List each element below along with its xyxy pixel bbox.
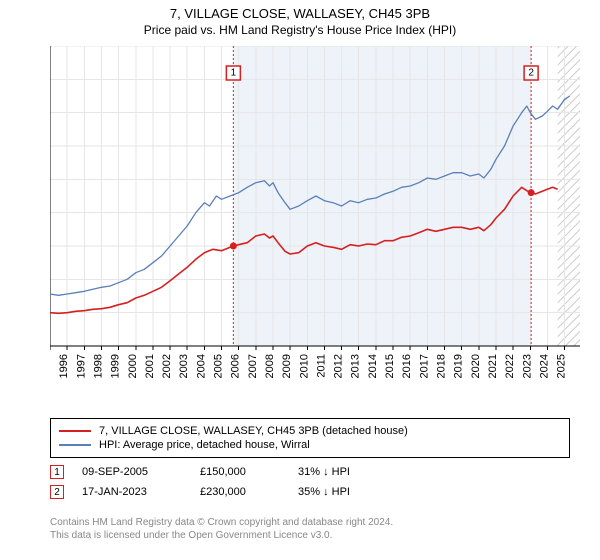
svg-text:2000: 2000 bbox=[127, 354, 139, 378]
svg-text:2002: 2002 bbox=[161, 354, 173, 378]
svg-text:1: 1 bbox=[231, 68, 237, 79]
svg-text:2003: 2003 bbox=[178, 354, 190, 378]
svg-text:2: 2 bbox=[528, 68, 534, 79]
sale-date: 17-JAN-2023 bbox=[82, 486, 182, 498]
svg-text:2020: 2020 bbox=[470, 354, 482, 378]
svg-text:1995: 1995 bbox=[50, 354, 53, 378]
footer-line2: This data is licensed under the Open Gov… bbox=[50, 529, 570, 542]
sale-price: £230,000 bbox=[200, 486, 280, 498]
sale-price: £150,000 bbox=[200, 466, 280, 478]
svg-text:2014: 2014 bbox=[367, 354, 379, 378]
svg-text:2015: 2015 bbox=[384, 354, 396, 378]
svg-text:2013: 2013 bbox=[350, 354, 362, 378]
sale-row: 1 09-SEP-2005 £150,000 31% ↓ HPI bbox=[50, 462, 570, 482]
svg-text:2005: 2005 bbox=[213, 354, 225, 378]
svg-text:2001: 2001 bbox=[144, 354, 156, 378]
svg-text:2018: 2018 bbox=[435, 354, 447, 378]
legend-swatch bbox=[59, 430, 91, 432]
svg-text:2017: 2017 bbox=[418, 354, 430, 378]
legend: 7, VILLAGE CLOSE, WALLASEY, CH45 3PB (de… bbox=[50, 418, 570, 458]
legend-swatch bbox=[59, 444, 91, 446]
svg-text:2023: 2023 bbox=[521, 354, 533, 378]
svg-text:2012: 2012 bbox=[333, 354, 345, 378]
chart-plot: £0£50K£100K£150K£200K£250K£300K£350K£400… bbox=[50, 46, 580, 376]
sale-diff: 35% ↓ HPI bbox=[298, 486, 398, 498]
svg-text:1998: 1998 bbox=[92, 354, 104, 378]
legend-item: 7, VILLAGE CLOSE, WALLASEY, CH45 3PB (de… bbox=[59, 424, 561, 438]
svg-text:2004: 2004 bbox=[195, 354, 207, 378]
svg-text:2010: 2010 bbox=[298, 354, 310, 378]
footer-attribution: Contains HM Land Registry data © Crown c… bbox=[50, 516, 570, 542]
legend-label: 7, VILLAGE CLOSE, WALLASEY, CH45 3PB (de… bbox=[99, 425, 408, 437]
chart-subtitle: Price paid vs. HM Land Registry's House … bbox=[0, 21, 600, 43]
svg-text:1997: 1997 bbox=[75, 354, 87, 378]
svg-text:2008: 2008 bbox=[264, 354, 276, 378]
footer-line1: Contains HM Land Registry data © Crown c… bbox=[50, 516, 570, 529]
sale-date: 09-SEP-2005 bbox=[82, 466, 182, 478]
svg-text:1999: 1999 bbox=[110, 354, 122, 378]
sale-marker-icon: 2 bbox=[50, 485, 64, 499]
sales-table: 1 09-SEP-2005 £150,000 31% ↓ HPI 2 17-JAN-202… bbox=[50, 462, 570, 502]
svg-text:2011: 2011 bbox=[315, 354, 327, 378]
svg-text:2006: 2006 bbox=[230, 354, 242, 378]
legend-item: HPI: Average price, detached house, Wirr… bbox=[59, 438, 561, 452]
sale-row: 2 17-JAN-2023 £230,000 35% ↓ HPI bbox=[50, 482, 570, 502]
svg-text:2019: 2019 bbox=[453, 354, 465, 378]
svg-text:2007: 2007 bbox=[247, 354, 259, 378]
svg-text:2022: 2022 bbox=[504, 354, 516, 378]
svg-text:2016: 2016 bbox=[401, 354, 413, 378]
legend-label: HPI: Average price, detached house, Wirr… bbox=[99, 439, 310, 451]
svg-text:2009: 2009 bbox=[281, 354, 293, 378]
svg-text:2024: 2024 bbox=[538, 354, 550, 378]
svg-text:1996: 1996 bbox=[58, 354, 70, 378]
sale-diff: 31% ↓ HPI bbox=[298, 466, 398, 478]
chart-title: 7, VILLAGE CLOSE, WALLASEY, CH45 3PB bbox=[0, 0, 600, 21]
sale-marker-icon: 1 bbox=[50, 465, 64, 479]
svg-text:2021: 2021 bbox=[487, 354, 499, 378]
svg-text:2025: 2025 bbox=[556, 354, 568, 378]
